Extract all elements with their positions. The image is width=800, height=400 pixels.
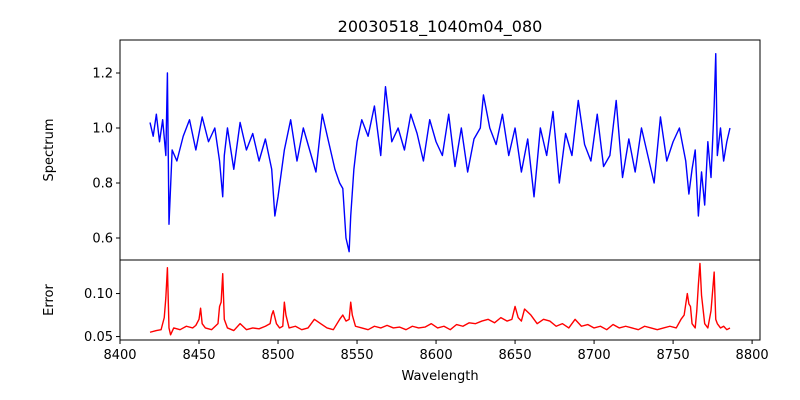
x-axis-label: Wavelength — [401, 369, 478, 384]
chart-title: 20030518_1040m04_080 — [338, 17, 543, 37]
error-series-group — [149, 262, 731, 336]
x-tick-label: 8600 — [420, 348, 453, 363]
spectrum-y-axis-label: Spectrum — [42, 119, 57, 182]
x-tick-label: 8500 — [261, 348, 294, 363]
error-y-tick-label: 0.05 — [84, 330, 113, 345]
x-tick-label: 8450 — [182, 348, 215, 363]
spectrum-y-tick-label: 1.2 — [92, 67, 113, 82]
x-tick-label: 8550 — [340, 348, 373, 363]
x-tick-label: 8800 — [736, 348, 769, 363]
x-tick-label: 8700 — [578, 348, 611, 363]
spectrum-y-tick-label: 0.8 — [92, 177, 113, 192]
error-y-axis-label: Error — [42, 284, 57, 316]
x-tick-label: 8750 — [657, 348, 690, 363]
spectrum-y-axis: 0.6 0.8 1.0 1.2 — [92, 67, 120, 247]
spectrum-y-tick-label: 1.0 — [92, 122, 113, 137]
error-series-line — [149, 262, 731, 336]
x-tick-label: 8400 — [103, 348, 136, 363]
spectrum-series-line — [149, 53, 731, 253]
error-axes-frame — [119, 259, 761, 341]
x-axis: 8400 8450 8500 8550 8600 8650 8700 8750 8800 — [103, 340, 769, 363]
error-y-tick-label: 0.10 — [84, 287, 113, 302]
x-tick-label: 8650 — [499, 348, 532, 363]
error-y-axis: 0.05 0.10 — [84, 287, 120, 345]
error-panel: 0.05 0.10 Error — [42, 259, 761, 345]
spectrum-series-group — [149, 53, 731, 253]
spectrum-y-tick-label: 0.6 — [92, 232, 113, 247]
